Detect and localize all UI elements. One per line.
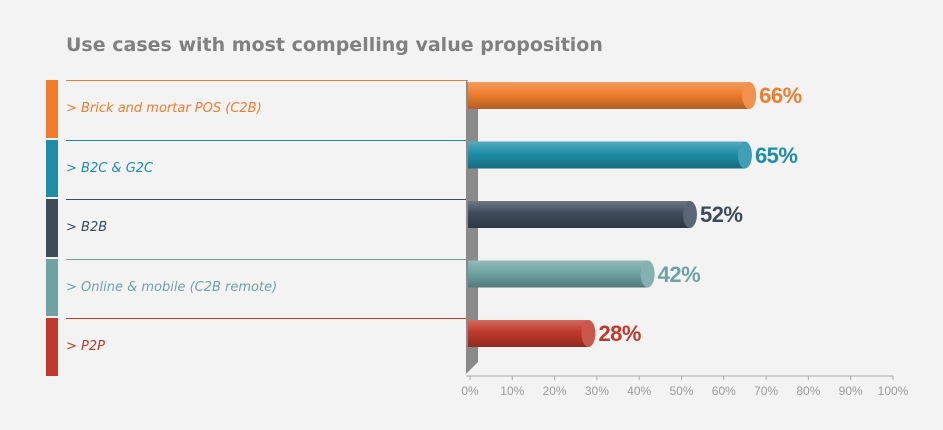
x-tick-label: 70%	[754, 384, 778, 398]
bar	[468, 260, 648, 288]
bar-cap	[581, 320, 596, 347]
bar-cap	[737, 141, 752, 169]
bar-cap	[742, 82, 757, 109]
bar-cap	[682, 201, 697, 228]
x-tick-label: 10%	[500, 384, 524, 398]
value-label: 42%	[657, 261, 701, 287]
category-color-block	[46, 258, 58, 316]
category-divider	[66, 199, 468, 200]
x-tick-label: 60%	[712, 384, 736, 398]
bar	[468, 82, 750, 109]
category-color-block	[46, 80, 58, 138]
category-label: > Brick and mortar POS (C2B)	[66, 101, 262, 116]
x-tick-label: 50%	[669, 384, 693, 398]
chart-title: Use cases with most compelling value pro…	[66, 34, 603, 56]
value-label: 65%	[754, 142, 798, 168]
bar-cap	[640, 260, 655, 288]
x-tick-label: 30%	[585, 384, 609, 398]
category-divider	[66, 139, 468, 141]
bar	[468, 141, 745, 169]
category-divider	[66, 318, 468, 319]
x-tick-label: 20%	[543, 384, 567, 398]
category-divider	[66, 80, 468, 81]
category-label: > B2C & G2C	[66, 160, 154, 176]
value-label: 66%	[759, 83, 802, 108]
category-color-block	[46, 318, 58, 376]
category-label: > Online & mobile (C2B remote)	[66, 279, 278, 295]
value-label: 28%	[598, 321, 641, 346]
x-tick-label: 90%	[839, 384, 863, 398]
bar	[468, 201, 690, 228]
x-tick-label: 80%	[796, 384, 820, 398]
category-label: > P2P	[66, 339, 105, 354]
bar	[468, 320, 589, 347]
category-divider	[66, 258, 468, 260]
category-color-block	[46, 139, 58, 197]
x-tick-label: 40%	[627, 384, 651, 398]
x-tick-label: 0%	[461, 384, 479, 398]
value-label: 52%	[699, 202, 743, 227]
category-color-block	[46, 199, 58, 257]
x-tick-label: 100%	[878, 384, 909, 398]
category-label: > B2B	[66, 220, 108, 235]
